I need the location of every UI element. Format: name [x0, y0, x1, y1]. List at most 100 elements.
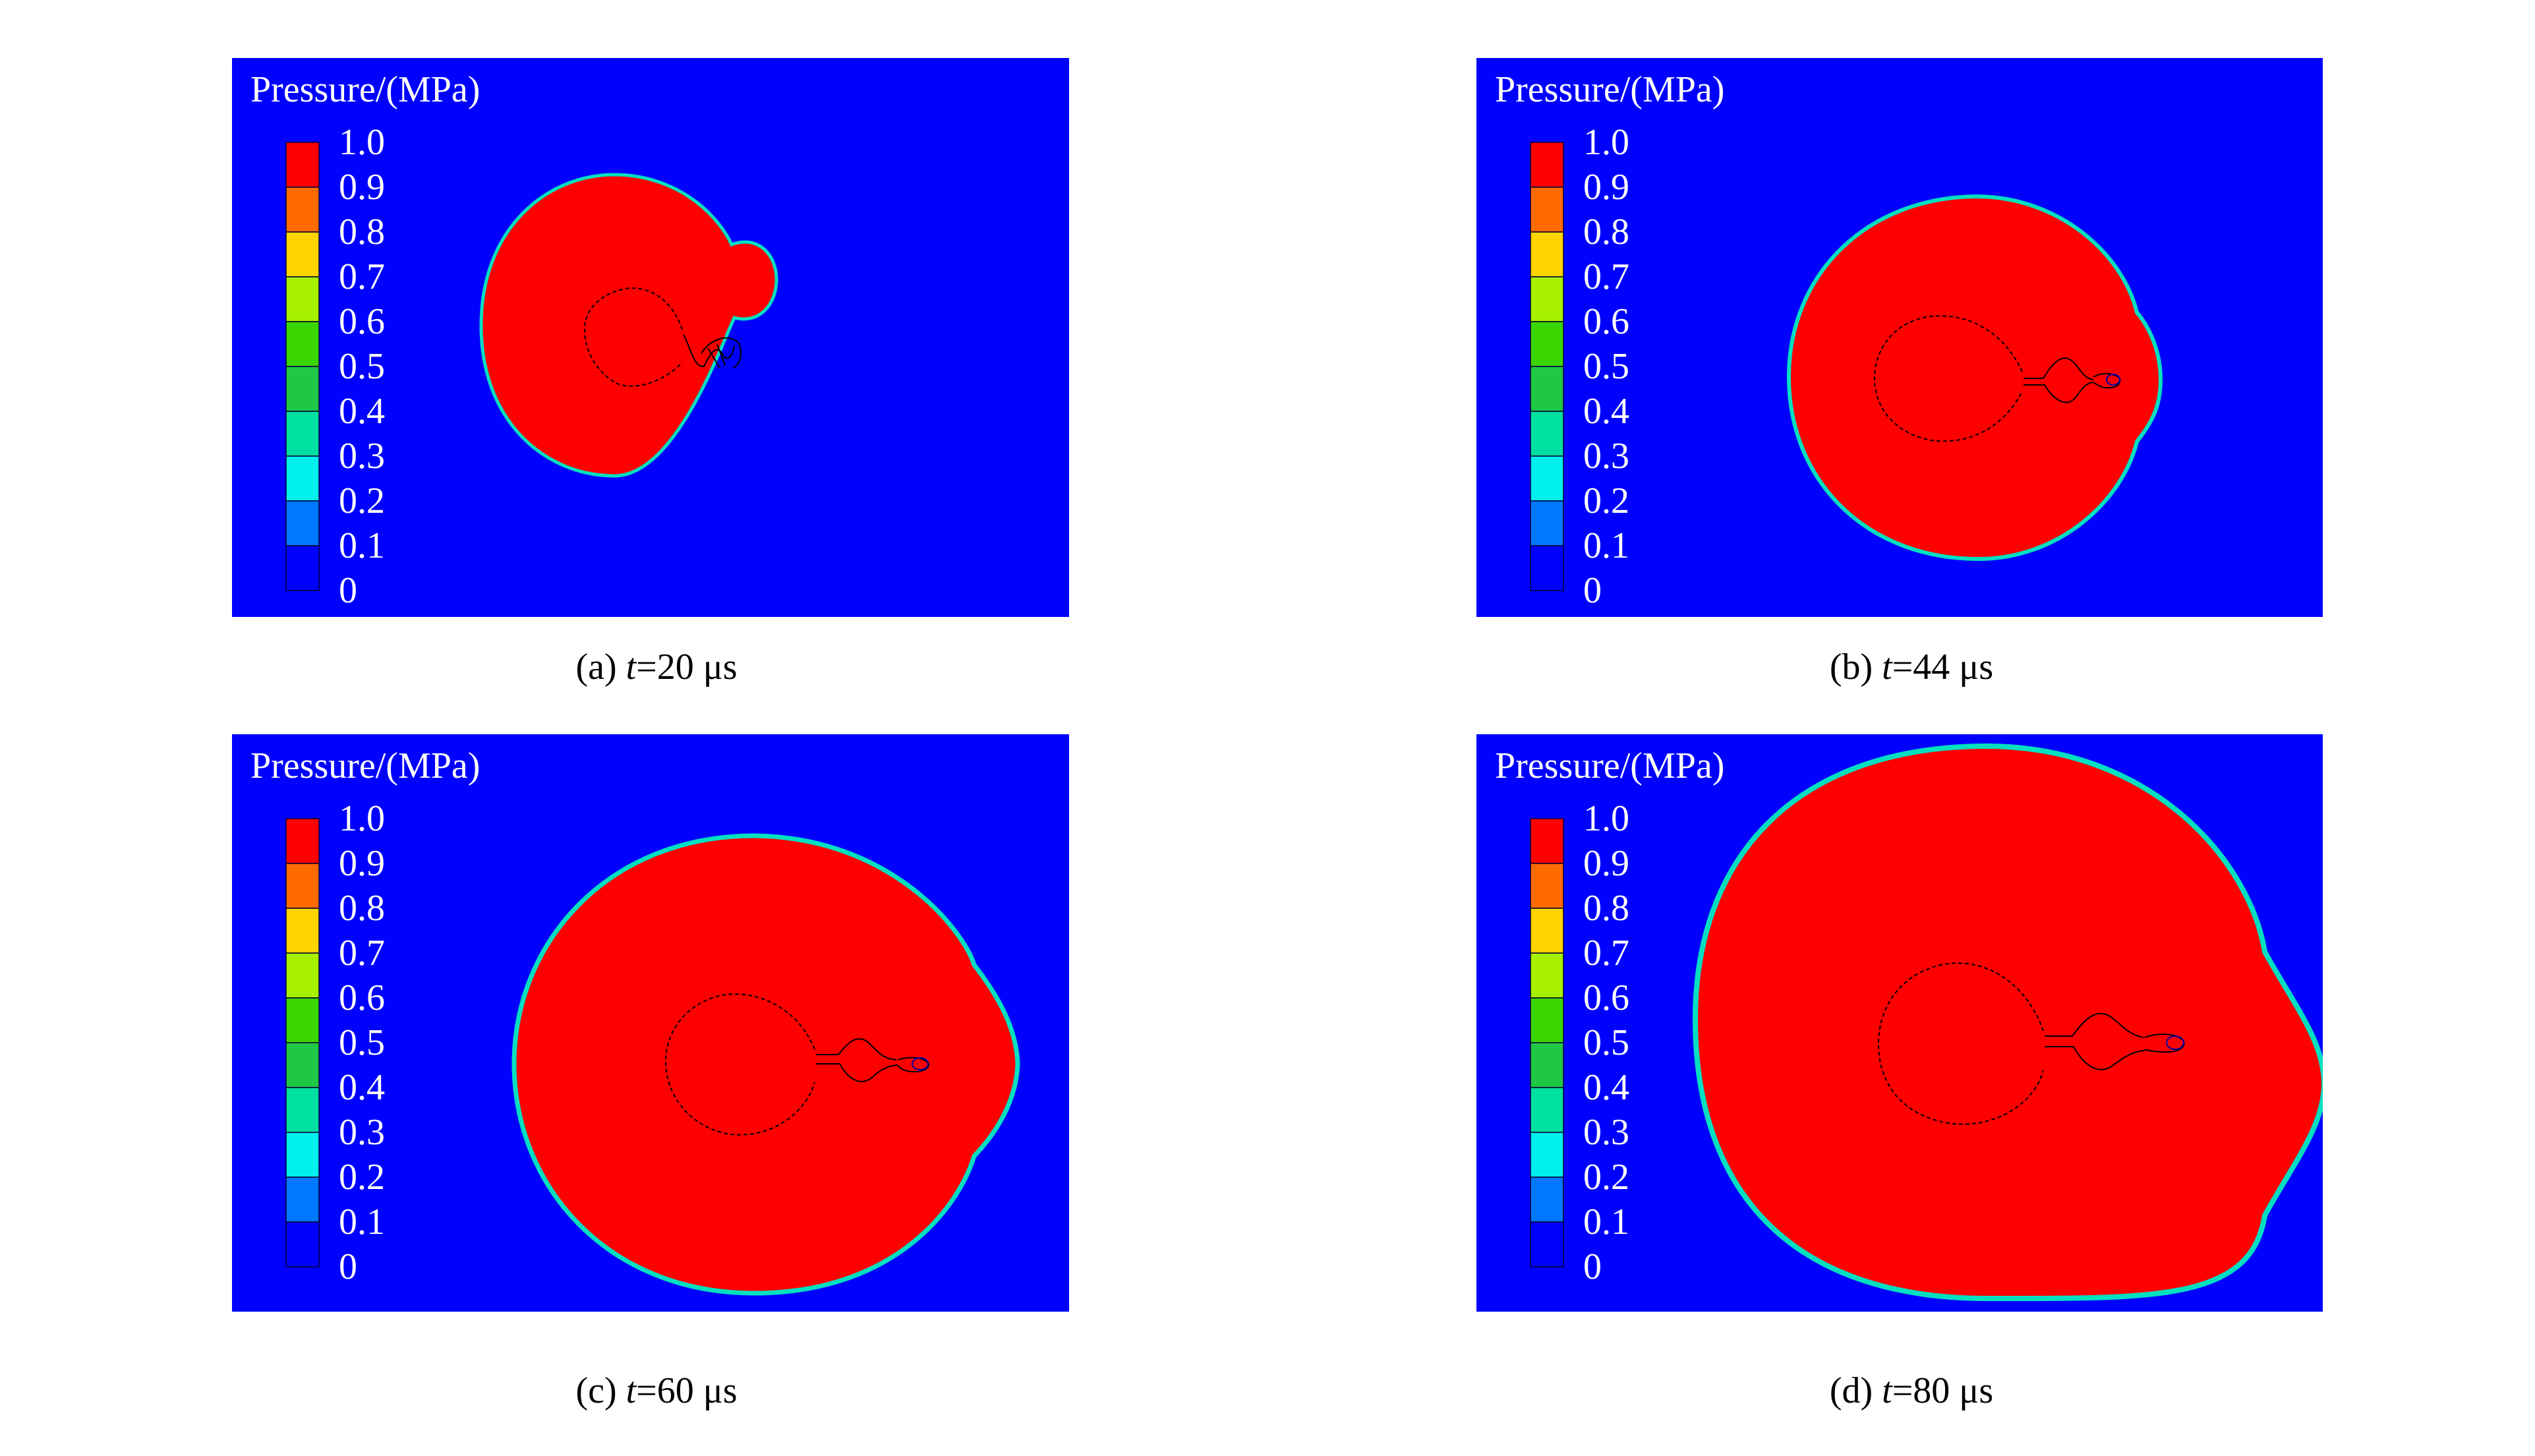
legend-tick-label: 0.5: [1583, 346, 1629, 387]
legend-swatch: [285, 1221, 320, 1267]
legend-swatch: [285, 321, 320, 367]
legend-swatch: [1530, 1221, 1564, 1267]
legend-tick-label: 0.6: [339, 977, 385, 1018]
contour-lines: [664, 993, 929, 1136]
panel-c: Pressure/(MPa) 1.0 0.9 0.8 0.7 0.6 0.5 0.4 0.3 0.…: [232, 734, 1069, 1312]
legend-swatch: [285, 952, 320, 999]
legend-tick-label: 0.2: [339, 1157, 385, 1198]
legend-tick-label: 0.1: [1583, 1202, 1629, 1242]
colorbar: Pressure/(MPa)1.00.90.80.70.60.50.40.30.…: [1495, 745, 1724, 1287]
time-value: =20 μs: [636, 647, 738, 687]
legend-swatch: [285, 1177, 320, 1223]
legend-swatch: [1530, 142, 1564, 188]
colorbar: Pressure/(MPa)1.00.90.80.70.60.50.40.30.…: [250, 69, 480, 611]
legend-tick-label: 0.8: [339, 212, 385, 252]
legend-tick-label: 0.7: [339, 933, 385, 974]
legend-tick-label: 0.5: [339, 1022, 385, 1063]
legend-tick-label: 1.0: [1583, 122, 1629, 163]
contour-lines: [1877, 962, 2185, 1125]
contour-lines: [1873, 315, 2121, 442]
legend-swatch: [1530, 455, 1564, 502]
legend-tick-label: 0.7: [1583, 933, 1629, 974]
legend-tick-label: 0.2: [1583, 480, 1629, 521]
time-value: =60 μs: [636, 1370, 738, 1411]
pressure-region: [1692, 743, 2323, 1302]
legend-tick-label: 0.8: [339, 888, 385, 929]
legend-swatch: [285, 411, 320, 457]
legend-swatch: [285, 187, 320, 233]
legend-swatch: [1530, 366, 1564, 412]
legend-tick-label: 0.4: [1583, 1067, 1629, 1108]
legend-swatch: [1530, 545, 1564, 591]
legend-swatch: [285, 366, 320, 412]
legend-tick-label: 0: [339, 1246, 357, 1287]
panel-d: Pressure/(MPa) 1.0 0.9 0.8 0.7 0.6 0.5 0.4 0.3 0.…: [1476, 734, 2323, 1312]
legend-swatch: [285, 500, 320, 546]
legend-tick-label: 0.4: [339, 1067, 385, 1108]
pressure-contour-c: Pressure/(MPa)1.00.90.80.70.60.50.40.30.…: [232, 734, 1069, 1312]
legend-swatch: [1530, 231, 1564, 277]
legend-swatch: [1530, 1177, 1564, 1223]
legend-tick-label: 0.2: [1583, 1157, 1629, 1198]
caption-a: (a) t=20 μs: [575, 646, 737, 688]
caption-d: (d) t=80 μs: [1830, 1370, 1993, 1412]
legend-tick-label: 0.4: [1583, 391, 1629, 432]
legend-tick-label: 0.6: [1583, 977, 1629, 1018]
panel-b: Pressure/(MPa) 1.0 0.9 0.8 0.7 0.6 0.5 0.4 0.3 0.…: [1476, 58, 2323, 617]
legend-tick-label: 0: [339, 570, 357, 611]
legend-tick-label: 0.8: [1583, 888, 1629, 929]
legend-tick-label: 0.9: [1583, 843, 1629, 884]
legend-swatch: [1530, 908, 1564, 954]
legend-title: Pressure/(MPa): [1495, 69, 1724, 110]
legend-swatch: [285, 1087, 320, 1133]
legend-swatch: [1530, 500, 1564, 546]
caption-label: (d): [1829, 1370, 1873, 1411]
legend-tick-label: 0: [1583, 1246, 1602, 1287]
legend-tick-label: 0.9: [1583, 167, 1629, 208]
pressure-contour-a: Pressure/(MPa)1.00.90.80.70.60.50.40.30.…: [232, 58, 1069, 617]
legend-tick-label: 0.3: [1583, 1112, 1629, 1153]
legend-tick-label: 0.5: [1583, 1022, 1629, 1063]
legend-swatch: [285, 1042, 320, 1088]
legend-tick-label: 0.1: [339, 525, 385, 566]
pressure-region: [511, 833, 1020, 1296]
legend-swatch: [1530, 1087, 1564, 1133]
legend-swatch: [285, 545, 320, 591]
legend-title: Pressure/(MPa): [250, 745, 480, 786]
caption-label: (c): [575, 1370, 617, 1411]
time-symbol: t: [626, 647, 637, 687]
legend-swatch: [285, 818, 320, 864]
legend-swatch: [1530, 321, 1564, 367]
legend-tick-label: 0.8: [1583, 212, 1629, 252]
legend-title: Pressure/(MPa): [1495, 745, 1724, 786]
legend-swatch: [1530, 187, 1564, 233]
time-value: =44 μs: [1892, 647, 1994, 687]
legend-tick-label: 0.6: [339, 301, 385, 342]
pressure-region: [1786, 194, 2163, 562]
caption-label: (b): [1829, 647, 1873, 687]
legend-swatch: [1530, 818, 1564, 864]
legend-swatch: [285, 455, 320, 502]
legend-swatch: [1530, 952, 1564, 999]
pressure-region: [479, 173, 778, 478]
legend-tick-label: 0.7: [1583, 256, 1629, 297]
panel-a: Pressure/(MPa) 1.0 0.9 0.8 0.7 0.6 0.5 0.4 0.3 0.…: [232, 58, 1069, 617]
time-symbol: t: [1882, 647, 1892, 687]
legend-swatch: [285, 908, 320, 954]
caption-label: (a): [575, 647, 617, 687]
legend-tick-label: 0.9: [339, 167, 385, 208]
legend-tick-label: 0.3: [1583, 436, 1629, 477]
time-symbol: t: [626, 1370, 637, 1411]
caption-b: (b) t=44 μs: [1830, 646, 1993, 688]
contour-lines: [583, 287, 742, 387]
legend-tick-label: 0.4: [339, 391, 385, 432]
legend-swatch: [1530, 1042, 1564, 1088]
colorbar: Pressure/(MPa)1.00.90.80.70.60.50.40.30.…: [1495, 69, 1724, 611]
time-symbol: t: [1882, 1370, 1892, 1411]
legend-swatch: [285, 997, 320, 1043]
legend-tick-label: 0: [1583, 570, 1602, 611]
pressure-contour-d: Pressure/(MPa)1.00.90.80.70.60.50.40.30.…: [1476, 734, 2323, 1312]
legend-swatch: [285, 1132, 320, 1178]
legend-tick-label: 1.0: [1583, 798, 1629, 839]
legend-tick-label: 0.3: [339, 1112, 385, 1153]
